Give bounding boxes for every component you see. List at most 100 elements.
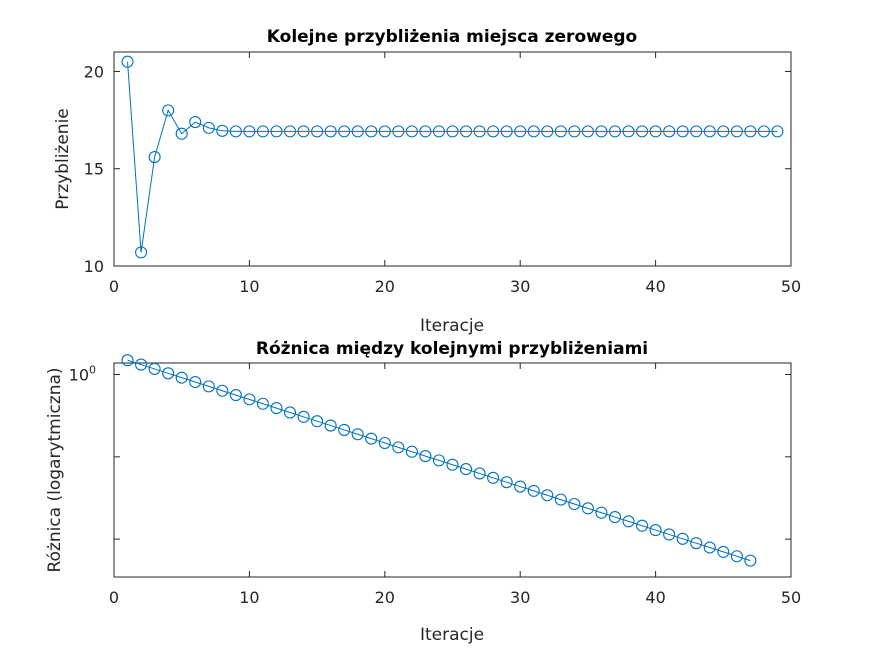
bottom-chart-data-point (717, 545, 730, 558)
top-chart-data-point (649, 125, 662, 138)
bottom-chart-data-point (622, 515, 635, 528)
bottom-chart-data-point (256, 397, 269, 410)
bottom-chart-x-ticks: 0 10 20 30 40 50 (109, 363, 801, 607)
top-chart-data-point (487, 125, 500, 138)
bottom-chart-data-point (324, 419, 337, 432)
top-chart-x-tick-label: 0 (109, 277, 119, 296)
bottom-chart-series-line (127, 359, 751, 562)
top-chart-data-point (568, 125, 581, 138)
bottom-chart-data-point (514, 480, 527, 493)
bottom-chart-data-point (473, 467, 486, 480)
bottom-chart-data-point (636, 519, 649, 532)
top-chart-data-point (243, 125, 256, 138)
top-chart-data-point (622, 125, 635, 138)
bottom-chart-data-point (730, 550, 743, 563)
bottom-chart-data-point (378, 436, 391, 450)
bottom-chart-data-point (189, 375, 202, 389)
top-chart-x-ticks: 0 10 20 30 40 50 (109, 52, 801, 296)
top-chart-x-tick-label: 10 (239, 277, 259, 296)
top-chart-data-point (663, 125, 676, 138)
bottom-chart-data-point (351, 428, 364, 441)
bottom-chart-data-point (703, 541, 716, 554)
top-chart-data-point (432, 125, 446, 138)
top-chart-axes-box (113, 51, 792, 267)
bottom-chart-data-point (568, 497, 581, 511)
top-chart-data-point (419, 125, 432, 138)
bottom-chart-data-point (419, 450, 432, 463)
top-chart-data-point (121, 55, 134, 68)
top-chart-data-point (527, 125, 540, 138)
top-chart-data-point (392, 125, 405, 138)
bottom-chart-data-point (541, 489, 554, 502)
bottom-chart-y-tick-exponent: 0 (89, 364, 96, 377)
top-chart-title: Kolejne przybliżenia miejsca zerowego (267, 27, 637, 47)
top-chart-data-point (351, 125, 364, 138)
top-chart-x-tick-label: 20 (375, 277, 395, 296)
bottom-chart-data-point (690, 537, 703, 550)
top-chart-x-tick-label: 50 (781, 277, 801, 296)
bottom-chart-data-point (446, 458, 459, 471)
bottom-chart-y-axis-label: Różnica (logarytmiczna) (45, 367, 65, 572)
bottom-chart-data-point (554, 493, 567, 506)
bottom-chart-data-point (216, 384, 229, 397)
bottom-chart-data-point (663, 528, 676, 541)
top-chart-y-tick-label: 10 (84, 257, 104, 276)
top-chart-data-point (283, 125, 297, 138)
bottom-chart-data-point (500, 476, 513, 489)
top-chart-data-point (744, 125, 757, 138)
bottom-chart-data-point (676, 532, 689, 545)
top-chart-data-point (405, 125, 418, 138)
top-chart-data-point (216, 124, 229, 137)
bottom-chart-data-point (365, 432, 378, 445)
top-chart-data-point (189, 115, 202, 129)
bottom-chart-x-tick-label: 30 (510, 588, 530, 607)
bottom-chart-data-point (432, 454, 446, 467)
bottom-chart-data-point (175, 371, 188, 384)
bottom-chart-data-point (392, 441, 405, 454)
bottom-chart-data-point (202, 380, 215, 393)
top-chart-data-point (135, 246, 148, 259)
top-chart-data-point (676, 125, 689, 138)
bottom-chart-x-tick-label: 40 (645, 588, 665, 607)
bottom-chart-series (121, 354, 757, 567)
bottom-chart-data-point (338, 423, 351, 436)
bottom-chart: Różnica między kolejnymi przybliżeniami … (45, 339, 801, 645)
top-chart-data-point (365, 125, 378, 138)
top-chart-data-point (541, 125, 554, 138)
bottom-chart-axes-box (113, 362, 792, 578)
top-chart-data-point (311, 125, 324, 138)
bottom-chart-x-tick-label: 0 (109, 588, 119, 607)
top-chart-y-axis-label: Przybliżenie (53, 108, 73, 210)
bottom-chart-data-point (283, 406, 297, 419)
top-chart-data-point (703, 125, 716, 138)
top-chart-data-point (202, 121, 215, 134)
bottom-chart-data-point (595, 506, 608, 519)
top-chart-data-point (338, 125, 351, 138)
bottom-chart-data-point (527, 484, 540, 497)
top-chart-y-tick-label: 20 (84, 62, 104, 81)
top-chart-data-point (730, 125, 743, 138)
bottom-chart-data-point (121, 354, 134, 367)
top-chart-data-point (581, 125, 594, 138)
bottom-chart-data-point (405, 445, 418, 458)
bottom-chart-x-tick-label: 10 (239, 588, 259, 607)
top-chart-data-point (162, 104, 175, 117)
bottom-chart-data-point (311, 415, 324, 428)
top-chart-data-point (256, 125, 269, 138)
bottom-chart-data-point (744, 554, 757, 567)
top-chart-data-point (270, 125, 283, 138)
bottom-chart-data-point (297, 410, 310, 423)
top-chart-data-point (636, 125, 649, 138)
top-chart-x-tick-label: 30 (510, 277, 530, 296)
bottom-chart-data-point (459, 463, 473, 476)
bottom-chart-data-point (243, 393, 256, 406)
bottom-chart-data-point (270, 402, 283, 415)
bottom-chart-title: Różnica między kolejnymi przybliżeniami (256, 339, 648, 359)
bottom-chart-data-point (229, 389, 242, 402)
top-chart-data-point (229, 125, 242, 138)
top-chart-data-point (554, 125, 567, 138)
top-chart-series (121, 55, 784, 259)
